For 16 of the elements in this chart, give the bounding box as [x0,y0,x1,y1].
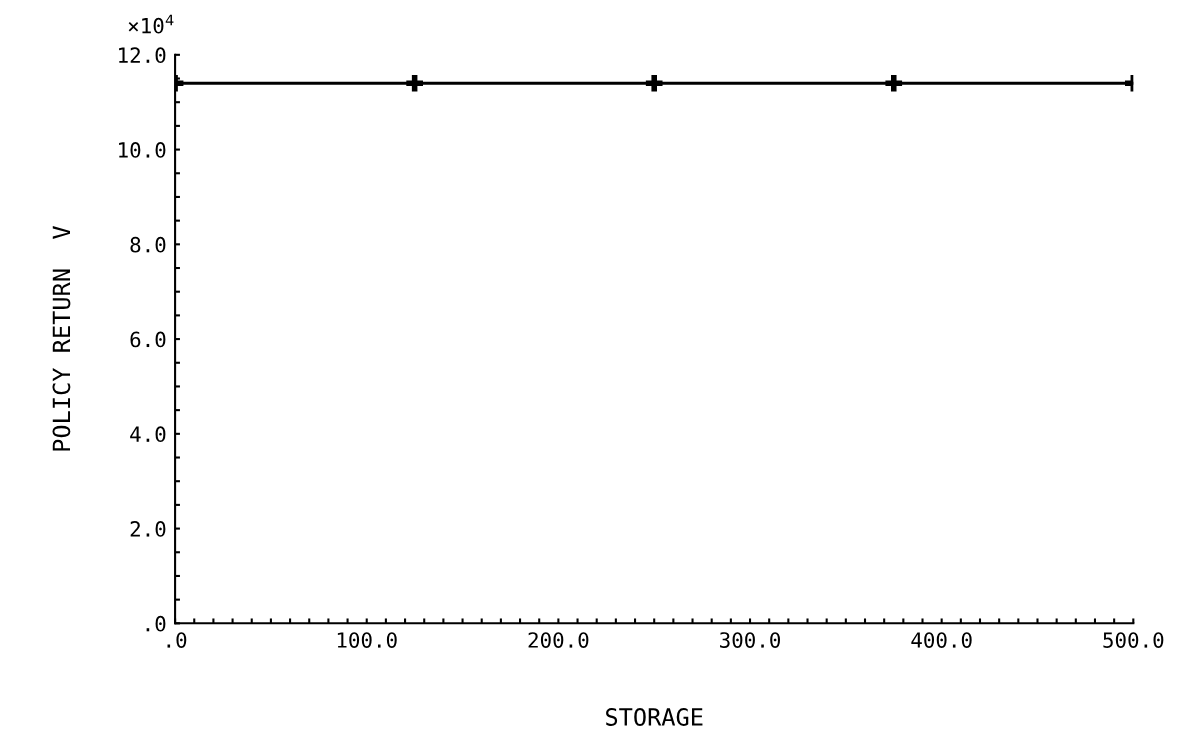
x-tick-label: .0 [167,632,187,648]
x-tick-label: 200.0 [528,632,589,648]
x-axis-title: STORAGE [606,708,703,726]
x-tick-label: 500.0 [1103,632,1164,648]
y-tick-label: 8.0 [130,236,166,253]
x-tick-label: 400.0 [911,632,972,648]
y-tick-label: 6.0 [130,331,166,348]
y-tick-label: 2.0 [130,521,166,537]
y-tick-label: 10.0 [119,142,166,158]
y-tick-label: 12.0 [119,47,166,64]
x-tick-label: 300.0 [720,632,781,648]
x-tick-label: 100.0 [337,632,397,648]
y-tick-label: .0 [146,615,166,632]
y-axis-title: POLICY RETURN V [52,226,71,451]
y-tick-label: 4.0 [130,426,166,443]
text: ×10$^{4}$ [128,14,174,34]
